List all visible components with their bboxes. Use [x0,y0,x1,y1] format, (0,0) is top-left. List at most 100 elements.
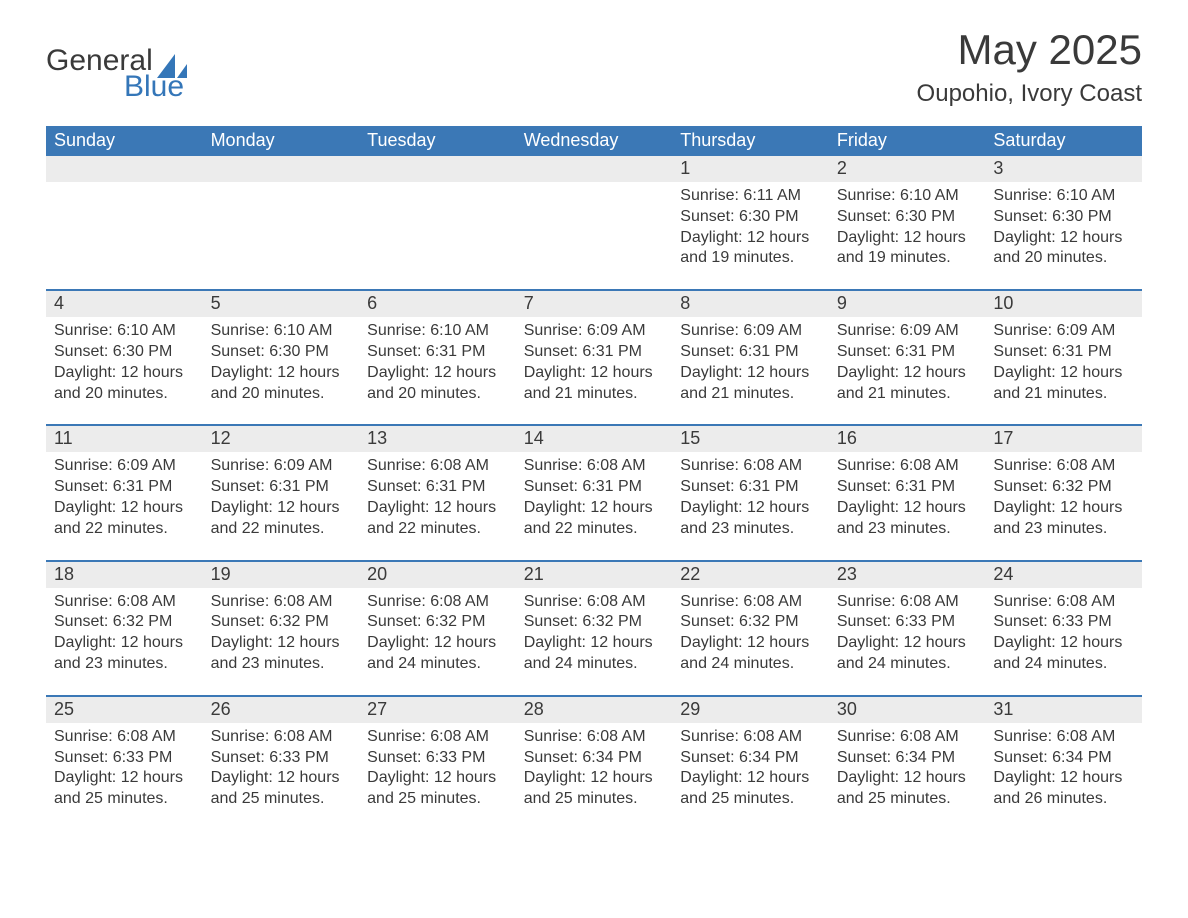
week-row: 25Sunrise: 6:08 AMSunset: 6:33 PMDayligh… [46,695,1142,830]
day-number: 28 [516,697,673,723]
day-info: Sunrise: 6:09 AMSunset: 6:31 PMDaylight:… [829,317,986,404]
day-info: Sunrise: 6:09 AMSunset: 6:31 PMDaylight:… [672,317,829,404]
day-number [46,156,203,182]
day-cell: 5Sunrise: 6:10 AMSunset: 6:30 PMDaylight… [203,291,360,424]
week-row: 18Sunrise: 6:08 AMSunset: 6:32 PMDayligh… [46,560,1142,695]
day-info: Sunrise: 6:08 AMSunset: 6:32 PMDaylight:… [672,588,829,675]
day-header: Friday [829,126,986,156]
day-cell: 20Sunrise: 6:08 AMSunset: 6:32 PMDayligh… [359,562,516,695]
day-info: Sunrise: 6:10 AMSunset: 6:30 PMDaylight:… [203,317,360,404]
day-number [203,156,360,182]
day-cell: 31Sunrise: 6:08 AMSunset: 6:34 PMDayligh… [985,697,1142,830]
day-cell [46,156,203,289]
day-number: 13 [359,426,516,452]
day-info: Sunrise: 6:09 AMSunset: 6:31 PMDaylight:… [46,452,203,539]
day-number [359,156,516,182]
day-cell: 18Sunrise: 6:08 AMSunset: 6:32 PMDayligh… [46,562,203,695]
day-header: Thursday [672,126,829,156]
day-number: 7 [516,291,673,317]
day-info: Sunrise: 6:08 AMSunset: 6:33 PMDaylight:… [359,723,516,810]
day-number: 14 [516,426,673,452]
logo: General Blue [46,44,187,104]
day-info: Sunrise: 6:08 AMSunset: 6:33 PMDaylight:… [829,588,986,675]
day-header: Monday [203,126,360,156]
day-number: 16 [829,426,986,452]
day-cell: 9Sunrise: 6:09 AMSunset: 6:31 PMDaylight… [829,291,986,424]
day-cell [359,156,516,289]
day-cell: 16Sunrise: 6:08 AMSunset: 6:31 PMDayligh… [829,426,986,559]
day-number: 18 [46,562,203,588]
day-number: 26 [203,697,360,723]
day-cell: 2Sunrise: 6:10 AMSunset: 6:30 PMDaylight… [829,156,986,289]
day-info: Sunrise: 6:08 AMSunset: 6:31 PMDaylight:… [829,452,986,539]
day-cell: 26Sunrise: 6:08 AMSunset: 6:33 PMDayligh… [203,697,360,830]
day-number: 5 [203,291,360,317]
day-header: Wednesday [516,126,673,156]
day-cell: 30Sunrise: 6:08 AMSunset: 6:34 PMDayligh… [829,697,986,830]
day-number: 30 [829,697,986,723]
day-cell: 17Sunrise: 6:08 AMSunset: 6:32 PMDayligh… [985,426,1142,559]
day-number: 24 [985,562,1142,588]
location: Oupohio, Ivory Coast [917,80,1142,108]
day-info: Sunrise: 6:10 AMSunset: 6:31 PMDaylight:… [359,317,516,404]
day-number: 10 [985,291,1142,317]
logo-word-blue: Blue [124,70,184,104]
day-cell: 12Sunrise: 6:09 AMSunset: 6:31 PMDayligh… [203,426,360,559]
day-header: Saturday [985,126,1142,156]
day-number: 21 [516,562,673,588]
day-info: Sunrise: 6:08 AMSunset: 6:32 PMDaylight:… [516,588,673,675]
day-number: 3 [985,156,1142,182]
day-info: Sunrise: 6:08 AMSunset: 6:33 PMDaylight:… [46,723,203,810]
day-info: Sunrise: 6:08 AMSunset: 6:34 PMDaylight:… [672,723,829,810]
day-cell: 24Sunrise: 6:08 AMSunset: 6:33 PMDayligh… [985,562,1142,695]
day-info: Sunrise: 6:09 AMSunset: 6:31 PMDaylight:… [203,452,360,539]
day-number: 6 [359,291,516,317]
day-info: Sunrise: 6:08 AMSunset: 6:33 PMDaylight:… [203,723,360,810]
header: General Blue May 2025 Oupohio, Ivory Coa… [46,26,1142,108]
day-cell: 15Sunrise: 6:08 AMSunset: 6:31 PMDayligh… [672,426,829,559]
day-cell: 19Sunrise: 6:08 AMSunset: 6:32 PMDayligh… [203,562,360,695]
day-info: Sunrise: 6:08 AMSunset: 6:32 PMDaylight:… [985,452,1142,539]
day-info: Sunrise: 6:08 AMSunset: 6:32 PMDaylight:… [203,588,360,675]
day-number: 11 [46,426,203,452]
day-header: Sunday [46,126,203,156]
day-cell: 8Sunrise: 6:09 AMSunset: 6:31 PMDaylight… [672,291,829,424]
day-cell: 23Sunrise: 6:08 AMSunset: 6:33 PMDayligh… [829,562,986,695]
day-info: Sunrise: 6:10 AMSunset: 6:30 PMDaylight:… [829,182,986,269]
day-number: 1 [672,156,829,182]
day-cell: 25Sunrise: 6:08 AMSunset: 6:33 PMDayligh… [46,697,203,830]
week-row: 11Sunrise: 6:09 AMSunset: 6:31 PMDayligh… [46,424,1142,559]
day-info: Sunrise: 6:08 AMSunset: 6:31 PMDaylight:… [672,452,829,539]
day-cell: 28Sunrise: 6:08 AMSunset: 6:34 PMDayligh… [516,697,673,830]
day-cell: 10Sunrise: 6:09 AMSunset: 6:31 PMDayligh… [985,291,1142,424]
day-info: Sunrise: 6:11 AMSunset: 6:30 PMDaylight:… [672,182,829,269]
week-row: 1Sunrise: 6:11 AMSunset: 6:30 PMDaylight… [46,156,1142,289]
day-info: Sunrise: 6:08 AMSunset: 6:33 PMDaylight:… [985,588,1142,675]
day-number: 8 [672,291,829,317]
day-cell: 4Sunrise: 6:10 AMSunset: 6:30 PMDaylight… [46,291,203,424]
day-info: Sunrise: 6:09 AMSunset: 6:31 PMDaylight:… [516,317,673,404]
day-info: Sunrise: 6:08 AMSunset: 6:31 PMDaylight:… [516,452,673,539]
day-number [516,156,673,182]
day-cell: 29Sunrise: 6:08 AMSunset: 6:34 PMDayligh… [672,697,829,830]
day-number: 22 [672,562,829,588]
day-number: 23 [829,562,986,588]
day-cell: 1Sunrise: 6:11 AMSunset: 6:30 PMDaylight… [672,156,829,289]
day-cell: 21Sunrise: 6:08 AMSunset: 6:32 PMDayligh… [516,562,673,695]
day-info: Sunrise: 6:08 AMSunset: 6:34 PMDaylight:… [985,723,1142,810]
day-number: 25 [46,697,203,723]
day-cell: 13Sunrise: 6:08 AMSunset: 6:31 PMDayligh… [359,426,516,559]
title-block: May 2025 Oupohio, Ivory Coast [917,26,1142,108]
day-header-row: SundayMondayTuesdayWednesdayThursdayFrid… [46,126,1142,156]
day-number: 20 [359,562,516,588]
week-row: 4Sunrise: 6:10 AMSunset: 6:30 PMDaylight… [46,289,1142,424]
day-info: Sunrise: 6:09 AMSunset: 6:31 PMDaylight:… [985,317,1142,404]
day-cell: 3Sunrise: 6:10 AMSunset: 6:30 PMDaylight… [985,156,1142,289]
day-number: 27 [359,697,516,723]
day-number: 12 [203,426,360,452]
day-info: Sunrise: 6:08 AMSunset: 6:32 PMDaylight:… [46,588,203,675]
day-number: 29 [672,697,829,723]
day-info: Sunrise: 6:08 AMSunset: 6:34 PMDaylight:… [829,723,986,810]
month-title: May 2025 [917,26,1142,74]
day-cell: 27Sunrise: 6:08 AMSunset: 6:33 PMDayligh… [359,697,516,830]
